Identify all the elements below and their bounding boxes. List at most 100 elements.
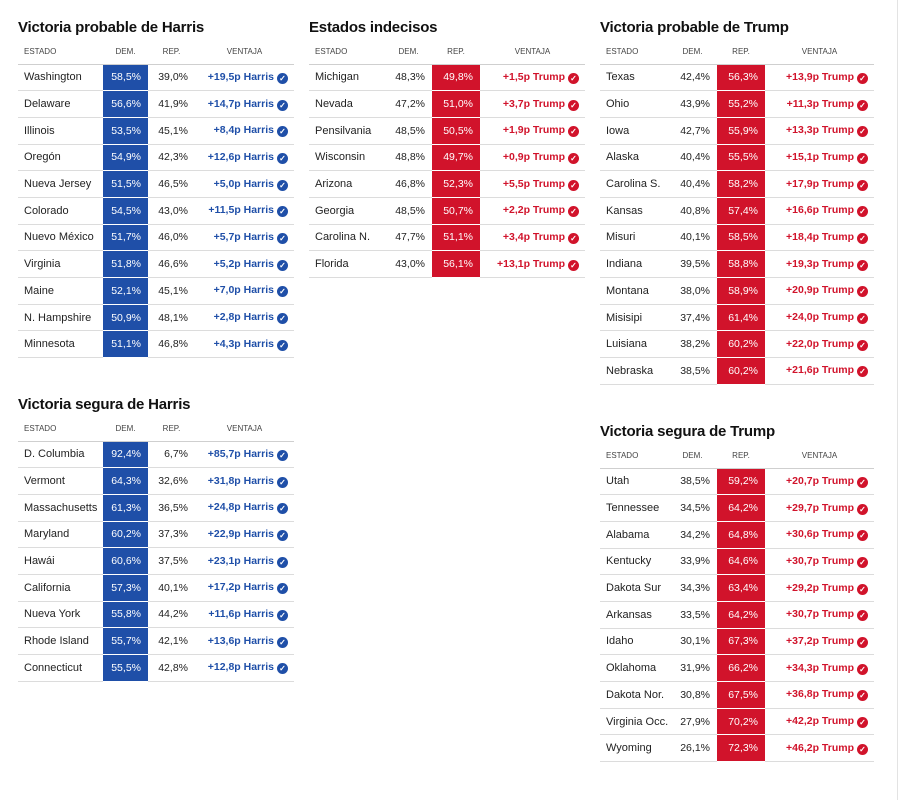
- advantage-cell: +30,7p Trump ✓: [765, 548, 874, 576]
- advantage-value: +20,9p Trump: [786, 284, 854, 297]
- advantage-cell: +34,3p Trump ✓: [765, 654, 874, 682]
- advantage-value: +30,7p Trump: [786, 554, 854, 567]
- table-row: Florida 43,0% 56,1% +13,1p Trump ✓: [309, 250, 585, 278]
- check-circle-icon: ✓: [277, 286, 288, 298]
- advantage-value: +2,2p Trump: [502, 204, 565, 217]
- rep-percentage: 61,4%: [717, 304, 765, 332]
- state-name: Nevada: [309, 90, 385, 118]
- dem-percentage: 51,1%: [103, 330, 148, 359]
- rep-percentage: 55,5%: [717, 144, 765, 172]
- dem-percentage: 40,4%: [668, 170, 717, 198]
- dem-percentage: 47,7%: [385, 224, 432, 252]
- table-row: Misuri 40,1% 58,5% +18,4p Trump ✓: [600, 224, 874, 252]
- dem-percentage: 33,9%: [668, 548, 717, 576]
- rep-percentage: 49,7%: [432, 144, 480, 172]
- advantage-value: +11,6p Harris: [208, 607, 274, 620]
- rep-percentage: 64,6%: [717, 548, 765, 576]
- advantage-cell: +11,5p Harris ✓: [195, 197, 294, 225]
- rep-percentage: 32,6%: [148, 467, 195, 495]
- rep-percentage: 37,3%: [148, 521, 195, 549]
- state-name: Misisipi: [600, 304, 668, 332]
- check-circle-icon: ✓: [857, 179, 868, 191]
- rep-percentage: 6,7%: [148, 441, 195, 469]
- table-row: Texas 42,4% 56,3% +13,9p Trump ✓: [600, 64, 874, 92]
- check-circle-icon: ✓: [857, 690, 868, 702]
- state-name: Colorado: [18, 197, 103, 225]
- advantage-cell: +30,7p Trump ✓: [765, 601, 874, 629]
- table-row: Alaska 40,4% 55,5% +15,1p Trump ✓: [600, 144, 874, 172]
- dem-percentage: 33,5%: [668, 601, 717, 629]
- dem-percentage: 38,5%: [668, 357, 717, 385]
- col-header-state: ESTADO: [600, 40, 668, 65]
- table-row: Virginia 51,8% 46,6% +5,2p Harris ✓: [18, 250, 294, 278]
- advantage-cell: +13,3p Trump ✓: [765, 117, 874, 145]
- advantage-cell: +20,7p Trump ✓: [765, 468, 874, 496]
- dem-percentage: 43,0%: [385, 250, 432, 278]
- advantage-value: +14,7p Harris: [207, 97, 274, 110]
- advantage-value: +0,9p Trump: [502, 150, 565, 163]
- dem-percentage: 55,7%: [103, 627, 148, 655]
- rep-percentage: 50,7%: [432, 197, 480, 225]
- state-name: Dakota Nor.: [600, 681, 668, 709]
- rep-percentage: 67,5%: [717, 681, 765, 709]
- dem-percentage: 31,9%: [668, 654, 717, 682]
- advantage-value: +85,7p Harris: [207, 447, 274, 460]
- table-row: Connecticut 55,5% 42,8% +12,8p Harris ✓: [18, 654, 294, 682]
- table-row: Illinois 53,5% 45,1% +8,4p Harris ✓: [18, 117, 294, 145]
- table-row: Nebraska 38,5% 60,2% +21,6p Trump ✓: [600, 357, 874, 385]
- advantage-value: +13,9p Trump: [786, 70, 854, 83]
- panel-title: Victoria segura de Harris: [18, 396, 191, 413]
- advantage-value: +19,3p Trump: [786, 257, 854, 270]
- advantage-cell: +1,5p Trump ✓: [480, 64, 585, 92]
- table-row: Virginia Occ. 27,9% 70,2% +42,2p Trump ✓: [600, 708, 874, 736]
- check-circle-icon: ✓: [857, 556, 868, 568]
- advantage-cell: +36,8p Trump ✓: [765, 681, 874, 709]
- state-name: Connecticut: [18, 654, 103, 682]
- advantage-value: +21,6p Trump: [786, 364, 854, 377]
- check-circle-icon: ✓: [857, 99, 868, 111]
- advantage-cell: +29,2p Trump ✓: [765, 574, 874, 602]
- check-circle-icon: ✓: [277, 259, 288, 271]
- advantage-cell: +13,6p Harris ✓: [195, 627, 294, 655]
- table-row: Utah 38,5% 59,2% +20,7p Trump ✓: [600, 468, 874, 496]
- table-row: Wyoming 26,1% 72,3% +46,2p Trump ✓: [600, 734, 874, 763]
- advantage-cell: +21,6p Trump ✓: [765, 357, 874, 385]
- dem-percentage: 40,8%: [668, 197, 717, 225]
- col-header-state: ESTADO: [18, 40, 103, 65]
- advantage-value: +13,6p Harris: [207, 634, 274, 647]
- rep-percentage: 55,9%: [717, 117, 765, 145]
- check-circle-icon: ✓: [277, 556, 288, 568]
- dem-percentage: 46,8%: [385, 170, 432, 198]
- rep-percentage: 56,3%: [717, 64, 765, 92]
- dem-percentage: 34,2%: [668, 521, 717, 549]
- table-row: Oklahoma 31,9% 66,2% +34,3p Trump ✓: [600, 654, 874, 682]
- state-name: D. Columbia: [18, 441, 103, 469]
- rep-percentage: 63,4%: [717, 574, 765, 602]
- state-name: Nueva York: [18, 601, 103, 629]
- dem-percentage: 39,5%: [668, 250, 717, 278]
- table-row: Kentucky 33,9% 64,6% +30,7p Trump ✓: [600, 548, 874, 576]
- table-row: Nueva Jersey 51,5% 46,5% +5,0p Harris ✓: [18, 170, 294, 198]
- advantage-cell: +22,0p Trump ✓: [765, 330, 874, 359]
- advantage-cell: +2,2p Trump ✓: [480, 197, 585, 225]
- check-circle-icon: ✓: [277, 449, 288, 461]
- advantage-value: +30,7p Trump: [786, 608, 854, 621]
- table-row: Massachusetts 61,3% 36,5% +24,8p Harris ✓: [18, 494, 294, 522]
- advantage-value: +16,6p Trump: [786, 204, 854, 217]
- table-row: Dakota Sur 34,3% 63,4% +29,2p Trump ✓: [600, 574, 874, 602]
- col-header-state: ESTADO: [600, 444, 668, 469]
- state-name: Ohio: [600, 90, 668, 118]
- check-circle-icon: ✓: [857, 717, 868, 729]
- advantage-cell: +24,8p Harris ✓: [195, 494, 294, 522]
- rep-percentage: 44,2%: [148, 601, 195, 629]
- col-header-rep: REP.: [148, 40, 195, 65]
- results-table: ESTADO DEM. REP. VENTAJA Utah 38,5% 59,2% +…: [600, 444, 874, 763]
- check-circle-icon: ✓: [857, 232, 868, 244]
- col-header-dem: DEM.: [385, 40, 432, 65]
- state-name: Virginia: [18, 250, 103, 278]
- dem-percentage: 61,3%: [103, 494, 148, 522]
- state-name: Virginia Occ.: [600, 708, 668, 736]
- state-name: Illinois: [18, 117, 103, 145]
- rep-percentage: 57,4%: [717, 197, 765, 225]
- rep-percentage: 46,5%: [148, 170, 195, 198]
